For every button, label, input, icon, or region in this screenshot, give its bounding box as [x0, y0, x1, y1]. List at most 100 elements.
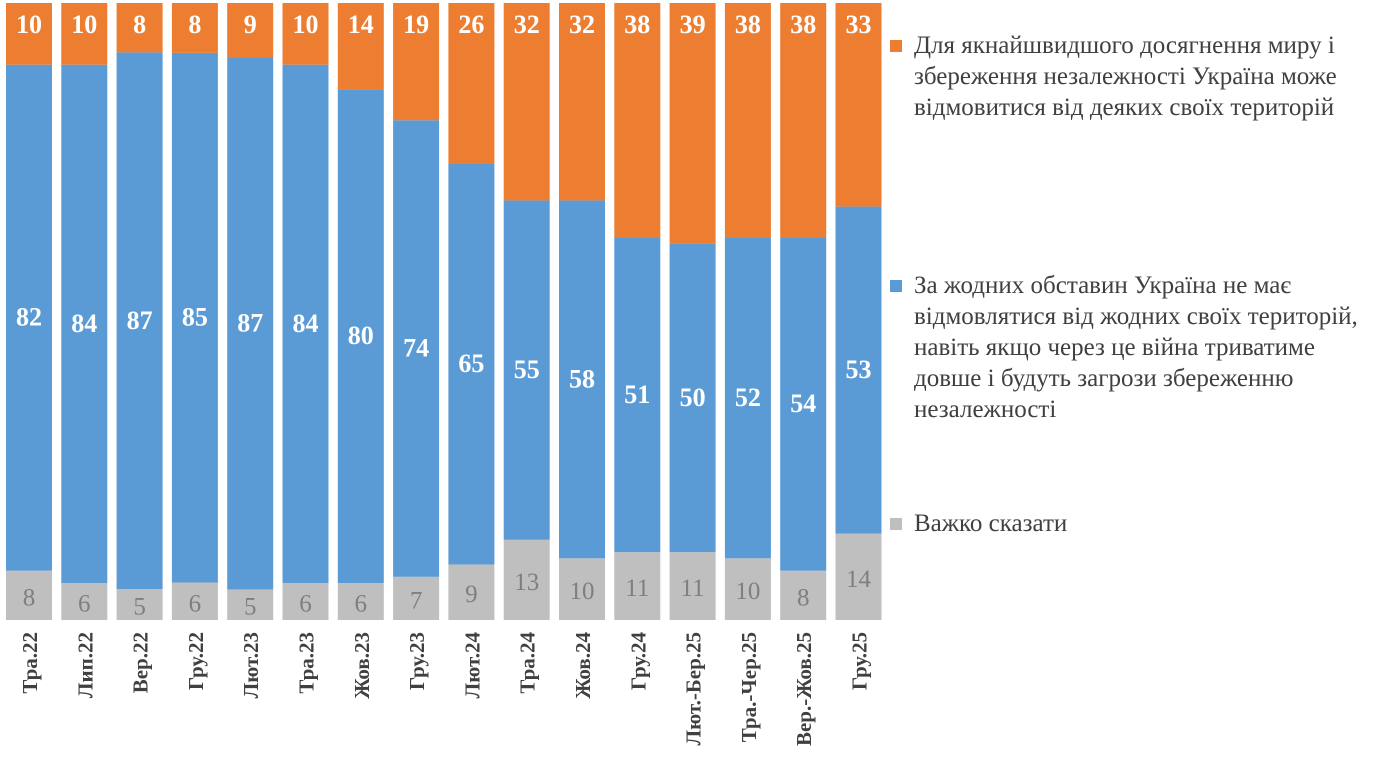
bar-segment — [171, 582, 218, 620]
bar-segment — [614, 3, 661, 238]
legend-label-hard-to-say: Важко сказати — [914, 510, 1068, 537]
data-label: 6 — [78, 590, 91, 617]
legend-label-no-concessions: За жодних обставин Україна не має відмов… — [914, 272, 1358, 423]
bar-segment — [337, 3, 384, 90]
data-label: 6 — [189, 590, 202, 617]
bar-segment — [393, 120, 440, 577]
x-tick-label: Жов.23 — [350, 632, 374, 699]
data-label: 6 — [299, 590, 312, 617]
bar-segment — [393, 3, 440, 121]
bar-segment — [6, 3, 52, 65]
x-tick-label: Тра.-Чер.25 — [737, 632, 761, 742]
data-label: 84 — [293, 309, 319, 338]
bar-segment — [503, 539, 550, 620]
bar-segment — [116, 52, 163, 590]
stacked-bar-chart: 88210Тра.2268410Лип.225878Вер.226858Гру.… — [6, 3, 882, 746]
bar-segment — [282, 64, 329, 583]
bar-segment — [503, 3, 550, 201]
data-label: 32 — [514, 10, 540, 39]
legend-label-concede: Для якнайшвидшого досягнення миру і збер… — [914, 32, 1337, 121]
data-label: 7 — [410, 587, 423, 614]
data-label: 38 — [624, 10, 650, 39]
data-label: 5 — [244, 594, 257, 621]
legend-swatch-grey — [890, 518, 902, 530]
data-label: 8 — [188, 10, 201, 39]
bar-segment — [61, 582, 108, 620]
data-label: 14 — [846, 566, 872, 593]
bar-segment — [669, 552, 716, 620]
bar-segment — [116, 589, 163, 620]
data-label: 85 — [182, 303, 208, 332]
bar-segment — [116, 3, 163, 53]
data-label: 13 — [514, 569, 539, 596]
x-tick-label: Гру.23 — [405, 632, 429, 690]
x-tick-label: Вер.-Жов.25 — [792, 632, 816, 746]
bar-segment — [61, 64, 108, 583]
data-label: 10 — [735, 578, 760, 605]
bar-segment — [227, 589, 274, 620]
x-tick-label: Тра.23 — [295, 632, 319, 694]
bar-segment — [780, 3, 827, 238]
x-tick-label: Тра.24 — [516, 632, 540, 694]
bar-segment — [337, 89, 384, 583]
bar-segment — [503, 200, 550, 540]
x-tick-label: Гру.22 — [184, 632, 208, 690]
data-label: 54 — [790, 389, 816, 418]
legend-item-concede: Для якнайшвидшого досягнення миру і збер… — [890, 30, 1380, 123]
data-label: 87 — [237, 309, 263, 338]
data-label: 10 — [293, 10, 319, 39]
legend-swatch-blue — [890, 280, 902, 292]
data-label: 38 — [790, 10, 816, 39]
x-tick-label: Вер.22 — [129, 632, 153, 693]
bar-segment — [227, 3, 274, 58]
data-label: 6 — [355, 590, 368, 617]
legend-swatch-orange — [890, 40, 902, 52]
bar-segment — [669, 3, 716, 244]
data-label: 55 — [514, 355, 540, 384]
data-label: 9 — [244, 10, 257, 39]
bar-segment — [835, 3, 882, 207]
data-label: 10 — [570, 578, 595, 605]
bar-segment — [171, 52, 218, 583]
bar-segment — [724, 237, 771, 559]
x-tick-label: Тра.22 — [18, 632, 42, 694]
bar-segment — [835, 533, 882, 620]
x-tick-label: Гру.24 — [626, 632, 650, 691]
bar-segment — [724, 3, 771, 238]
data-label: 39 — [680, 10, 706, 39]
data-label: 87 — [127, 306, 153, 335]
legend-item-hard-to-say: Важко сказати — [890, 508, 1380, 539]
bar-segment — [6, 570, 52, 620]
data-label: 82 — [16, 303, 42, 332]
x-tick-label: Лют.23 — [239, 632, 263, 698]
bar-segment — [448, 3, 495, 164]
bar-segment — [448, 163, 495, 565]
data-label: 38 — [735, 10, 761, 39]
data-label: 10 — [16, 10, 42, 39]
bar-segment — [780, 570, 827, 620]
data-label: 9 — [465, 581, 478, 608]
data-label: 11 — [625, 575, 649, 602]
data-label: 32 — [569, 10, 595, 39]
x-tick-label: Жов.24 — [571, 632, 595, 699]
data-label: 50 — [680, 383, 706, 412]
legend-item-no-concessions: За жодних обставин Україна не має відмов… — [890, 270, 1380, 425]
bar-segment — [559, 200, 605, 559]
data-label: 8 — [133, 10, 146, 39]
x-tick-label: Лют.24 — [460, 632, 484, 699]
bar-segment — [724, 558, 771, 620]
bar-segment — [835, 206, 882, 534]
bar-segment — [282, 582, 329, 620]
data-label: 33 — [846, 10, 872, 39]
bar-segment — [337, 582, 384, 620]
data-label: 10 — [71, 10, 97, 39]
bar-segment — [780, 237, 827, 571]
data-label: 11 — [681, 575, 705, 602]
data-label: 53 — [846, 355, 872, 384]
bar-segment — [448, 564, 495, 620]
bar-segment — [669, 243, 716, 553]
data-label: 58 — [569, 364, 595, 393]
x-tick-label: Лип.22 — [73, 632, 97, 698]
bar-segment — [559, 3, 605, 201]
bar-segment — [6, 64, 52, 571]
